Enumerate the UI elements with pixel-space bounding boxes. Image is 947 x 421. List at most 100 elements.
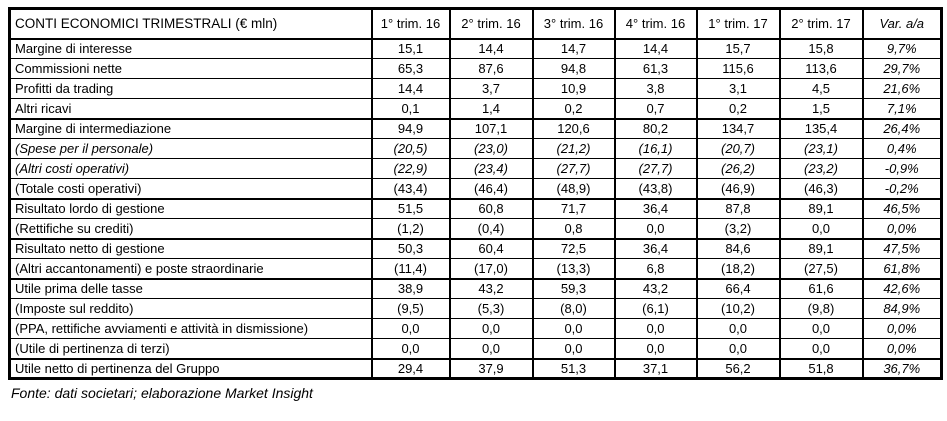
value-cell: 51,3	[531, 357, 616, 379]
value-cell: 0,2	[531, 98, 616, 119]
row-label: (Rettifiche su crediti)	[8, 218, 373, 239]
value-cell: 0,0	[695, 318, 781, 339]
value-cell: 94,9	[370, 117, 451, 139]
value-cell: 60,4	[448, 237, 534, 259]
table-row: Utile prima delle tasse 38,9 43,2 59,3 43,2 6…	[8, 277, 943, 299]
value-cell: 46,5%	[861, 197, 943, 219]
column-header-5: 1° trim. 17	[695, 8, 781, 40]
value-cell: 15,8	[778, 38, 864, 59]
row-label: Profitti da trading	[8, 78, 373, 99]
value-cell: (13,3)	[531, 258, 616, 279]
value-cell: (20,5)	[370, 138, 451, 159]
value-cell: 37,9	[448, 357, 534, 379]
value-cell: 0,0	[778, 218, 864, 239]
value-cell: 14,4	[370, 78, 451, 99]
value-cell: 60,8	[448, 197, 534, 219]
table-body: Margine di interesse 15,1 14,4 14,7 14,4 15,7…	[8, 38, 943, 379]
value-cell: (26,2)	[695, 158, 781, 179]
value-cell: (16,1)	[613, 138, 698, 159]
value-cell: 38,9	[370, 277, 451, 299]
quarterly-pnl-table: CONTI ECONOMICI TRIMESTRALI (€ mln) 1° tr…	[8, 7, 943, 380]
value-cell: 135,4	[778, 117, 864, 139]
value-cell: 0,0	[531, 318, 616, 339]
row-label: Commissioni nette	[8, 58, 373, 79]
column-header-2: 2° trim. 16	[448, 8, 534, 40]
value-cell: 26,4%	[861, 117, 943, 139]
row-label: (PPA, rettifiche avviamenti e attività i…	[8, 318, 373, 339]
value-cell: 4,5	[778, 78, 864, 99]
table-row: (PPA, rettifiche avviamenti e attività i…	[8, 318, 943, 339]
value-cell: (27,5)	[778, 258, 864, 279]
value-cell: (43,8)	[613, 178, 698, 199]
value-cell: (9,5)	[370, 298, 451, 319]
value-cell: (11,4)	[370, 258, 451, 279]
value-cell: (23,1)	[778, 138, 864, 159]
value-cell: 36,7%	[861, 357, 943, 379]
value-cell: (23,4)	[448, 158, 534, 179]
value-cell: 61,8%	[861, 258, 943, 279]
table-row: Risultato lordo di gestione 51,5 60,8 71,7 3…	[8, 197, 943, 219]
column-header-7: Var. a/a	[861, 8, 943, 40]
value-cell: 59,3	[531, 277, 616, 299]
column-header-6: 2° trim. 17	[778, 8, 864, 40]
table-row: Profitti da trading 14,4 3,7 10,9 3,8 3,1 4,5 2…	[8, 78, 943, 99]
row-label: (Altri costi operativi)	[8, 158, 373, 179]
value-cell: -0,2%	[861, 178, 943, 199]
value-cell: 0,0%	[861, 338, 943, 359]
table-row: Margine di intermediazione 94,9 107,1 120,6…	[8, 117, 943, 139]
value-cell: 47,5%	[861, 237, 943, 259]
value-cell: 1,5	[778, 98, 864, 119]
value-cell: (6,1)	[613, 298, 698, 319]
value-cell: 14,4	[448, 38, 534, 59]
value-cell: 3,1	[695, 78, 781, 99]
value-cell: 0,0	[613, 318, 698, 339]
value-cell: 43,2	[613, 277, 698, 299]
value-cell: 1,4	[448, 98, 534, 119]
value-cell: 115,6	[695, 58, 781, 79]
value-cell: 0,1	[370, 98, 451, 119]
value-cell: 43,2	[448, 277, 534, 299]
value-cell: 3,8	[613, 78, 698, 99]
value-cell: 0,0	[448, 338, 534, 359]
value-cell: 29,4	[370, 357, 451, 379]
value-cell: 113,6	[778, 58, 864, 79]
column-header-4: 4° trim. 16	[613, 8, 698, 40]
table-row: (Utile di pertinenza di terzi) 0,0 0,0 0,0 0…	[8, 338, 943, 359]
value-cell: 29,7%	[861, 58, 943, 79]
value-cell: 87,8	[695, 197, 781, 219]
value-cell: 0,8	[531, 218, 616, 239]
column-header-3: 3° trim. 16	[531, 8, 616, 40]
table-row: Margine di interesse 15,1 14,4 14,7 14,4 15,7…	[8, 38, 943, 59]
value-cell: 0,0%	[861, 218, 943, 239]
value-cell: 21,6%	[861, 78, 943, 99]
table-row: (Spese per il personale) (20,5) (23,0) (21,…	[8, 138, 943, 159]
table-row: (Rettifiche su crediti) (1,2) (0,4) 0,8 0,0(…	[8, 218, 943, 239]
value-cell: (23,2)	[778, 158, 864, 179]
value-cell: (27,7)	[531, 158, 616, 179]
value-cell: (22,9)	[370, 158, 451, 179]
table-title: CONTI ECONOMICI TRIMESTRALI (€ mln)	[8, 8, 373, 40]
value-cell: 66,4	[695, 277, 781, 299]
value-cell: 0,0	[778, 318, 864, 339]
value-cell: 9,7%	[861, 38, 943, 59]
table-row: (Altri costi operativi) (22,9) (23,4) (27,7…	[8, 158, 943, 179]
table-row: (Imposte sul reddito) (9,5) (5,3) (8,0) (6,1…	[8, 298, 943, 319]
value-cell: (43,4)	[370, 178, 451, 199]
row-label: Altri ricavi	[8, 98, 373, 119]
value-cell: 6,8	[613, 258, 698, 279]
value-cell: 0,2	[695, 98, 781, 119]
value-cell: 0,7	[613, 98, 698, 119]
value-cell: -0,9%	[861, 158, 943, 179]
row-label: Margine di intermediazione	[8, 117, 373, 139]
value-cell: (17,0)	[448, 258, 534, 279]
row-label: Margine di interesse	[8, 38, 373, 59]
value-cell: 0,0	[531, 338, 616, 359]
value-cell: (9,8)	[778, 298, 864, 319]
value-cell: (48,9)	[531, 178, 616, 199]
row-label: Risultato lordo di gestione	[8, 197, 373, 219]
row-label: (Utile di pertinenza di terzi)	[8, 338, 373, 359]
value-cell: 84,6	[695, 237, 781, 259]
value-cell: 0,0%	[861, 318, 943, 339]
value-cell: 50,3	[370, 237, 451, 259]
header-row: CONTI ECONOMICI TRIMESTRALI (€ mln) 1° tr…	[8, 8, 943, 40]
